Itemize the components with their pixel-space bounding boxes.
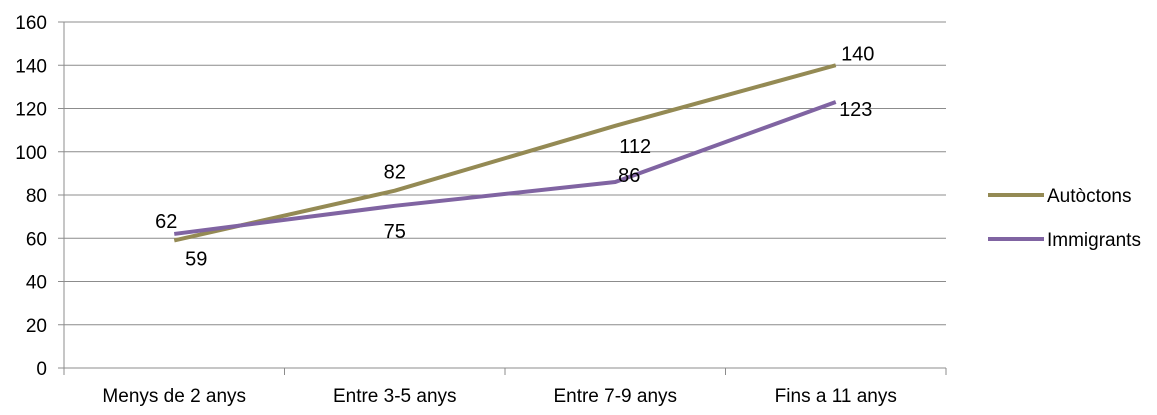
series-line-immigrants	[173, 100, 837, 236]
y-tick-label: 140	[15, 56, 47, 77]
axes	[58, 21, 947, 375]
y-tick-label: 100	[15, 143, 47, 164]
legend-label: Autòctons	[1047, 186, 1132, 207]
series-line-autoctons	[173, 63, 837, 243]
y-tick-label: 80	[26, 186, 47, 207]
x-category-label: Entre 7-9 anys	[553, 386, 677, 407]
data-labels: 59 82 112 140 62 75 86 123	[155, 43, 874, 270]
x-category-label: Entre 3-5 anys	[333, 386, 457, 407]
y-tick-label: 0	[36, 359, 47, 380]
data-label: 112	[619, 136, 651, 158]
y-tick-label: 160	[15, 13, 47, 34]
x-category-label: Fins a 11 anys	[775, 386, 897, 407]
y-tick-label: 60	[26, 229, 47, 250]
data-label: 59	[185, 248, 207, 270]
data-label: 123	[839, 99, 872, 121]
y-tick-label: 20	[26, 316, 47, 337]
gridlines	[64, 21, 946, 326]
y-axis-tick-labels: 0 20 40 60 80 100 120 140 160	[15, 13, 47, 380]
y-tick-label: 120	[15, 100, 47, 121]
x-axis-category-labels: Menys de 2 anys Entre 3-5 anys Entre 7-9 a…	[102, 386, 896, 407]
data-label: 62	[155, 211, 177, 233]
data-label: 75	[384, 221, 406, 243]
data-label: 86	[618, 165, 640, 187]
legend-label: Immigrants	[1047, 230, 1141, 251]
data-label: 140	[841, 43, 874, 65]
x-category-label: Menys de 2 anys	[102, 386, 246, 407]
series-lines	[173, 63, 837, 243]
data-label: 82	[384, 162, 406, 184]
legend: Autòctons Immigrants	[988, 186, 1141, 251]
y-tick-label: 40	[26, 273, 47, 294]
